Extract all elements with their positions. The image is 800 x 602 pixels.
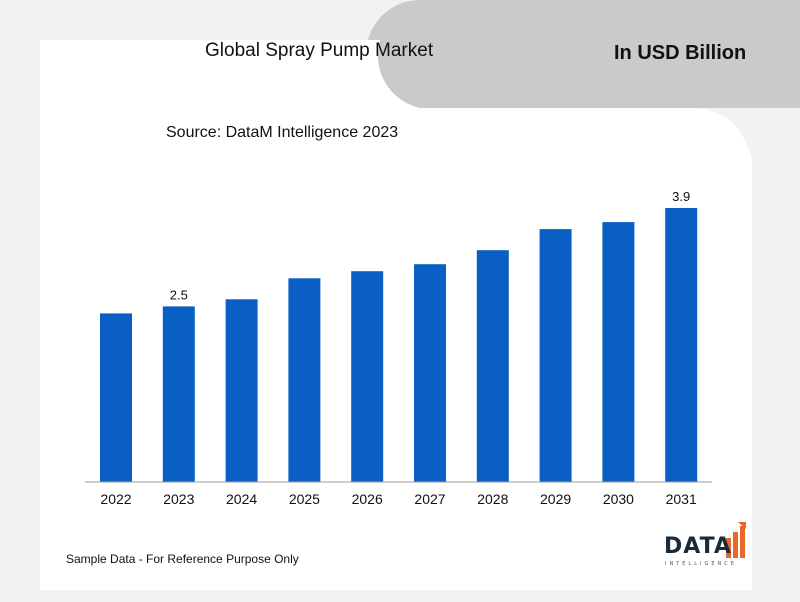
source-label: Source: DataM Intelligence 2023 (166, 124, 399, 141)
datam-logo: DATA INTELLIGENCE (660, 520, 750, 570)
panel-notch (355, 40, 420, 108)
x-tick-label-2028: 2028 (477, 491, 508, 507)
data-label-2023: 2.5 (170, 287, 188, 302)
x-tick-label-2023: 2023 (163, 491, 194, 507)
content-panel (40, 40, 752, 590)
bar-2031 (665, 208, 698, 482)
footnote: Sample Data - For Reference Purpose Only (66, 552, 299, 566)
x-tick-label-2030: 2030 (603, 491, 634, 507)
bar-2026 (351, 271, 384, 482)
header-gray-tab (366, 0, 800, 108)
bar-2023 (162, 306, 195, 482)
bar-2025 (288, 278, 321, 482)
logo-bars-icon (726, 522, 746, 558)
bar-2027 (414, 264, 446, 482)
bars-group (100, 208, 698, 482)
bar-2028 (476, 250, 509, 482)
x-tick-label-2027: 2027 (414, 491, 445, 507)
x-tick-label-2031: 2031 (666, 491, 697, 507)
unit-label: In USD Billion (614, 42, 747, 64)
logo-subtitle: INTELLIGENCE (665, 561, 737, 567)
x-tick-label-2025: 2025 (289, 491, 320, 507)
x-tick-label-2024: 2024 (226, 491, 257, 507)
data-label-2031: 3.9 (672, 189, 690, 204)
x-tick-label-2022: 2022 (100, 491, 131, 507)
data-labels: 2.5 3.9 (170, 189, 690, 302)
bar-2029 (539, 229, 572, 482)
x-tick-label-2029: 2029 (540, 491, 571, 507)
logo-wordmark: DATA (664, 534, 732, 559)
bar-2030 (602, 222, 635, 482)
bar-2024 (225, 299, 258, 482)
x-tick-labels: 2022 2023 2024 2025 2026 2027 2028 2029 2030 2031 (100, 491, 697, 507)
bar-2022 (100, 313, 132, 482)
chart-title: Global Spray Pump Market (205, 40, 434, 61)
x-tick-label-2026: 2026 (352, 491, 383, 507)
